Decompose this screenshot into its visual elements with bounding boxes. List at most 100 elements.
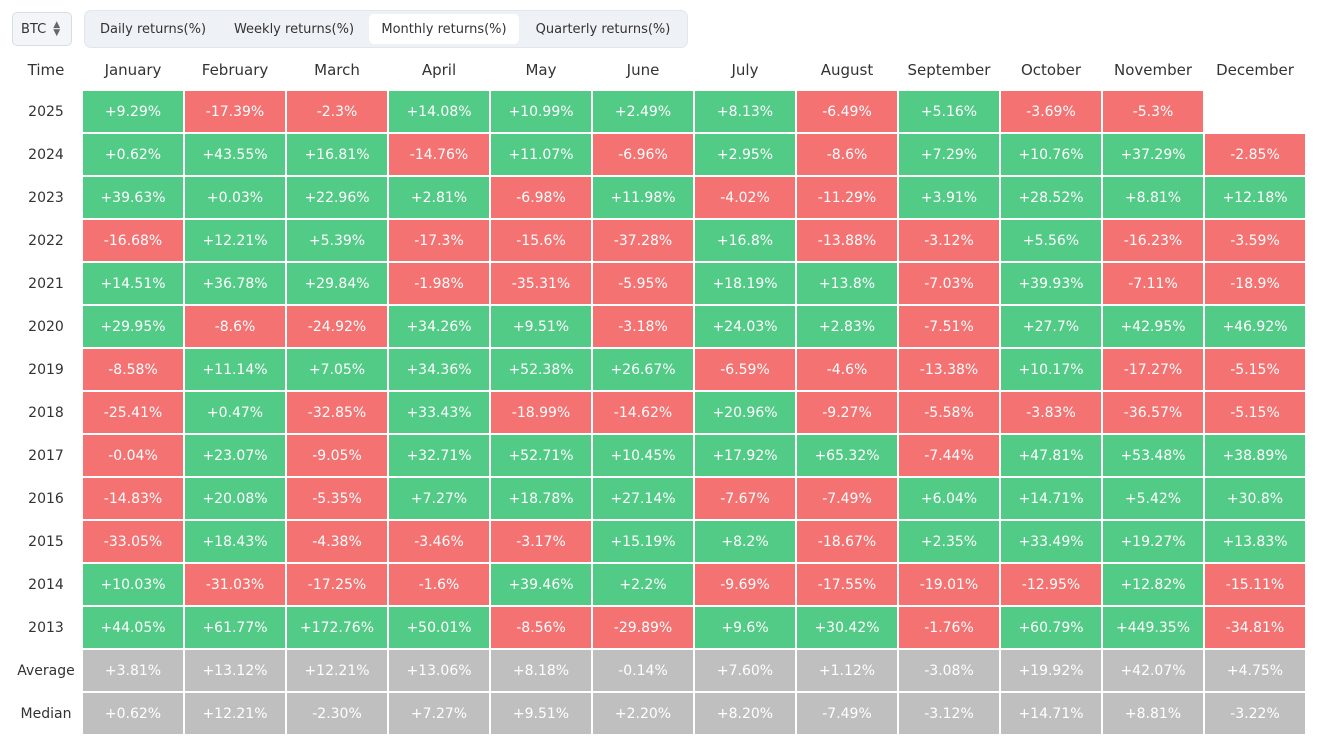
return-cell: +30.8%	[1205, 478, 1305, 519]
return-cell: -16.68%	[83, 220, 183, 261]
row-label: 2019	[28, 361, 64, 378]
return-cell: -17.27%	[1103, 349, 1203, 390]
return-cell: +43.55%	[185, 134, 285, 175]
return-cell: +12.18%	[1205, 177, 1305, 218]
return-cell: -3.59%	[1205, 220, 1305, 261]
return-cell: +61.77%	[185, 607, 285, 648]
return-cell: -4.02%	[695, 177, 795, 218]
return-cell: +37.29%	[1103, 134, 1203, 175]
row-label: 2021	[28, 275, 64, 292]
summary-cell: +42.07%	[1103, 650, 1203, 691]
month-header: January	[104, 61, 162, 79]
tab[interactable]: Quarterly returns(%)	[535, 21, 671, 37]
return-cell: +10.45%	[593, 435, 693, 476]
return-cell: +5.39%	[287, 220, 387, 261]
return-cell: -9.69%	[695, 564, 795, 605]
return-cell: +44.05%	[83, 607, 183, 648]
return-cell: +14.51%	[83, 263, 183, 304]
return-cell: -6.59%	[695, 349, 795, 390]
month-header: September	[907, 61, 991, 79]
return-cell: -32.85%	[287, 392, 387, 433]
return-cell: +6.04%	[899, 478, 999, 519]
return-cell: +46.92%	[1205, 306, 1305, 347]
return-cell: -33.05%	[83, 521, 183, 562]
summary-cell: -0.14%	[593, 650, 693, 691]
return-cell: +47.81%	[1001, 435, 1101, 476]
row-label: 2013	[28, 619, 64, 636]
return-cell: +13.83%	[1205, 521, 1305, 562]
tab[interactable]: Daily returns(%)	[99, 21, 207, 37]
summary-cell: +12.21%	[185, 693, 285, 734]
return-cell: -29.89%	[593, 607, 693, 648]
return-cell: +10.03%	[83, 564, 183, 605]
return-cell: -1.98%	[389, 263, 489, 304]
return-cell: +34.36%	[389, 349, 489, 390]
return-cell: +10.99%	[491, 91, 591, 132]
return-cell: +27.7%	[1001, 306, 1101, 347]
return-cell: -14.76%	[389, 134, 489, 175]
return-cell: -4.38%	[287, 521, 387, 562]
return-cell: +15.19%	[593, 521, 693, 562]
return-cell: +29.84%	[287, 263, 387, 304]
summary-cell: +8.20%	[695, 693, 795, 734]
return-cell: +38.89%	[1205, 435, 1305, 476]
asset-label: BTC	[21, 21, 47, 37]
return-cell: -19.01%	[899, 564, 999, 605]
return-cell: -8.56%	[491, 607, 591, 648]
return-cell: -6.98%	[491, 177, 591, 218]
return-cell: -1.76%	[899, 607, 999, 648]
return-cell: -7.67%	[695, 478, 795, 519]
return-cell: +30.42%	[797, 607, 897, 648]
row-label: 2022	[28, 232, 64, 249]
row-label: Median	[20, 705, 72, 722]
return-cell: -35.31%	[491, 263, 591, 304]
return-cell: +9.29%	[83, 91, 183, 132]
summary-cell: +3.81%	[83, 650, 183, 691]
return-cell: +5.16%	[899, 91, 999, 132]
summary-cell: -3.22%	[1205, 693, 1305, 734]
return-cell: -3.18%	[593, 306, 693, 347]
return-cell: -8.58%	[83, 349, 183, 390]
month-header: June	[626, 61, 660, 79]
return-cell: +32.71%	[389, 435, 489, 476]
summary-cell: +19.92%	[1001, 650, 1101, 691]
return-cell: +24.03%	[695, 306, 795, 347]
return-cell: -18.67%	[797, 521, 897, 562]
return-cell: -7.03%	[899, 263, 999, 304]
return-cell: +10.76%	[1001, 134, 1101, 175]
return-cell: +0.03%	[185, 177, 285, 218]
return-cell: +26.67%	[593, 349, 693, 390]
summary-cell: +7.60%	[695, 650, 795, 691]
return-cell: +18.19%	[695, 263, 795, 304]
return-cell: -31.03%	[185, 564, 285, 605]
return-cell: +52.71%	[491, 435, 591, 476]
return-cell: -2.3%	[287, 91, 387, 132]
return-cell: +5.42%	[1103, 478, 1203, 519]
return-cell: +7.27%	[389, 478, 489, 519]
row-label: Average	[17, 662, 75, 679]
return-cell: +0.62%	[83, 134, 183, 175]
month-header: November	[1113, 61, 1193, 79]
return-cell: +11.07%	[491, 134, 591, 175]
asset-dropdown[interactable]: BTC ▲ ▼	[12, 12, 72, 46]
return-cell: +65.32%	[797, 435, 897, 476]
row-label: 2023	[28, 189, 64, 206]
return-cell: +12.82%	[1103, 564, 1203, 605]
return-cell: +36.78%	[185, 263, 285, 304]
return-cell: -5.3%	[1103, 91, 1203, 132]
tab[interactable]: Monthly returns(%)	[369, 14, 519, 44]
return-cell: +2.35%	[899, 521, 999, 562]
return-cell: +449.35%	[1103, 607, 1203, 648]
return-cell: +20.96%	[695, 392, 795, 433]
return-cell: -17.55%	[797, 564, 897, 605]
return-cell: -5.35%	[287, 478, 387, 519]
return-cell: +14.08%	[389, 91, 489, 132]
tab[interactable]: Weekly returns(%)	[233, 21, 355, 37]
return-cell: +19.27%	[1103, 521, 1203, 562]
return-cell: -12.95%	[1001, 564, 1101, 605]
month-header: May	[525, 61, 557, 79]
return-cell: -3.12%	[899, 220, 999, 261]
summary-cell: +13.12%	[185, 650, 285, 691]
summary-cell: -3.08%	[899, 650, 999, 691]
return-cell: -18.99%	[491, 392, 591, 433]
